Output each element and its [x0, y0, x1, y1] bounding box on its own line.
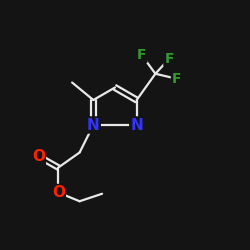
Text: F: F [172, 72, 182, 86]
Text: O: O [32, 149, 45, 164]
Text: N: N [130, 118, 143, 132]
Text: F: F [164, 52, 174, 66]
Text: F: F [137, 48, 146, 62]
Text: N: N [87, 118, 100, 132]
Text: O: O [52, 185, 65, 200]
